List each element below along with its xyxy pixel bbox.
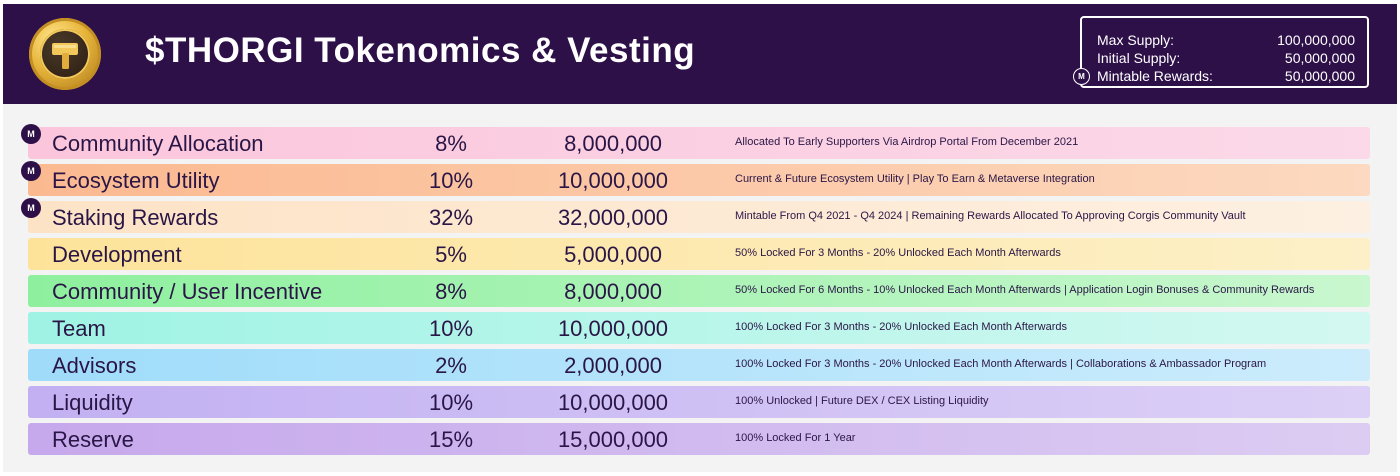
mintable-badge-icon: M — [21, 198, 41, 218]
allocation-percent: 8% — [435, 131, 467, 156]
allocation-description: 100% Locked For 3 Months - 20% Unlocked … — [735, 321, 1068, 333]
allocation-percent: 10% — [428, 168, 474, 193]
allocation-name: Advisors — [52, 353, 137, 378]
allocation-amount: 15,000,000 — [557, 427, 669, 452]
mintable-badge-icon: M — [21, 124, 41, 144]
allocation-name: Reserve — [52, 427, 134, 452]
mintable-rewards-value: 50,000,000 — [1284, 68, 1355, 84]
page-title: $THORGI Tokenomics & Vesting — [145, 31, 696, 70]
allocation-row: Team 10% 10,000,000 100% Locked For 3 Month… — [28, 312, 1370, 344]
allocation-amount: 2,000,000 — [564, 353, 662, 378]
allocation-amount: 10,000,000 — [557, 390, 669, 415]
allocation-row: Staking Rewards 32% 32,000,000 Mintable Fro… — [28, 201, 1370, 233]
mintable-badge-icon: M — [21, 161, 41, 181]
allocation-description: Current & Future Ecosystem Utility | Pla… — [735, 173, 1095, 185]
allocation-name: Ecosystem Utility — [52, 168, 220, 193]
allocation-row: Development 5% 5,000,000 50% Locked For 3 M… — [28, 238, 1370, 270]
allocation-percent: 15% — [428, 427, 474, 452]
max-supply-row: Max Supply: 100,000,000 — [1097, 32, 1355, 50]
mintable-rewards-label: Mintable Rewards: — [1097, 68, 1213, 84]
allocation-amount: 32,000,000 — [557, 205, 669, 230]
mintable-badge-icon: M — [1073, 68, 1090, 85]
allocation-percent: 8% — [435, 279, 467, 304]
initial-supply-label: Initial Supply: — [1097, 50, 1181, 66]
allocation-percent: 5% — [435, 242, 467, 267]
allocation-amount: 10,000,000 — [557, 168, 669, 193]
allocation-row: Reserve 15% 15,000,000 100% Locked For 1 Ye… — [28, 423, 1370, 455]
allocation-percent: 2% — [435, 353, 467, 378]
allocation-description: 100% Unlocked | Future DEX / CEX Listing… — [735, 395, 989, 407]
allocation-description: 100% Locked For 1 Year — [735, 432, 856, 444]
allocation-name: Community / User Incentive — [52, 279, 323, 304]
allocation-amount: 10,000,000 — [557, 316, 669, 341]
allocation-name: Team — [52, 316, 106, 341]
allocation-percent: 32% — [428, 205, 474, 230]
allocation-row: Ecosystem Utility 10% 10,000,000 Current & … — [28, 164, 1370, 196]
allocation-name: Liquidity — [52, 390, 133, 415]
mintable-rewards-row: Mintable Rewards: 50,000,000 — [1097, 68, 1355, 86]
allocation-percent: 10% — [428, 316, 474, 341]
hammer-coin-icon — [29, 18, 101, 90]
allocation-percent: 10% — [428, 390, 474, 415]
allocation-description: 50% Locked For 3 Months - 20% Unlocked E… — [735, 247, 1061, 259]
initial-supply-value: 50,000,000 — [1284, 50, 1355, 66]
allocation-description: 50% Locked For 6 Months - 10% Unlocked E… — [735, 284, 1315, 296]
allocation-amount: 8,000,000 — [564, 131, 662, 156]
allocation-amount: 8,000,000 — [564, 279, 662, 304]
allocation-row: Liquidity 10% 10,000,000 100% Unlocked | Fu… — [28, 386, 1370, 418]
max-supply-label: Max Supply: — [1097, 32, 1175, 48]
supply-summary: Max Supply: 100,000,000 Initial Supply: … — [1073, 16, 1369, 88]
initial-supply-row: Initial Supply: 50,000,000 — [1097, 50, 1355, 68]
allocation-description: Mintable From Q4 2021 - Q4 2024 | Remain… — [735, 210, 1246, 222]
allocation-amount: 5,000,000 — [564, 242, 662, 267]
hammer-icon — [52, 43, 78, 69]
allocation-row: Community Allocation 8% 8,000,000 Allocated… — [28, 127, 1370, 159]
allocation-name: Community Allocation — [52, 131, 264, 156]
allocation-name: Development — [52, 242, 182, 267]
tokenomics-panel: $THORGI Tokenomics & Vesting Max Supply:… — [3, 4, 1397, 472]
allocation-name: Staking Rewards — [52, 205, 219, 230]
max-supply-value: 100,000,000 — [1277, 32, 1355, 48]
allocation-description: 100% Locked For 3 Months - 20% Unlocked … — [735, 358, 1267, 370]
header-bar: $THORGI Tokenomics & Vesting Max Supply:… — [3, 4, 1397, 104]
allocation-row: Advisors 2% 2,000,000 100% Locked For 3 Mon… — [28, 349, 1370, 381]
allocation-row: Community / User Incentive 8% 8,000,000 50%… — [28, 275, 1370, 307]
allocation-description: Allocated To Early Supporters Via Airdro… — [735, 136, 1079, 148]
